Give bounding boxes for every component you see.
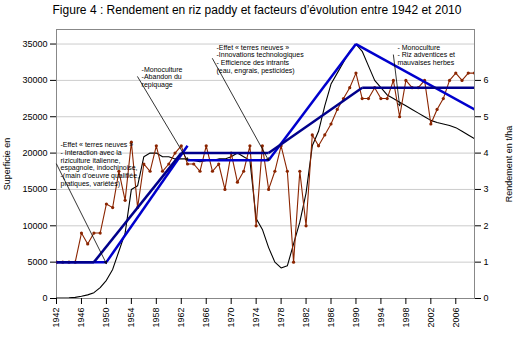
svg-text:Superficie en: Superficie en [2,138,12,191]
svg-text:1970: 1970 [226,308,236,328]
svg-text:1994: 1994 [376,308,386,328]
svg-text:6: 6 [484,75,489,85]
svg-text:-Effet « terres neuves »- Inte: -Effet « terres neuves »- Interaction av… [61,141,140,188]
svg-text:- Monoculture- Riz adventices: - Monoculture- Riz adventices etmauvaise… [397,44,455,66]
svg-text:1982: 1982 [301,308,311,328]
svg-text:4: 4 [484,148,489,158]
svg-text:1962: 1962 [176,308,186,328]
svg-text:5000: 5000 [27,257,47,267]
svg-text:Rendement en t/ha: Rendement en t/ha [504,126,514,203]
svg-text:15000: 15000 [22,184,47,194]
svg-text:1946: 1946 [76,308,86,328]
html-text:Figure 4 : Rendement en riz pa: Figure 4 : Rendement en riz paddy et fac… [52,3,462,17]
svg-text:5: 5 [484,112,489,122]
svg-text:2: 2 [484,221,489,231]
svg-text:1990: 1990 [351,308,361,328]
svg-text:35000: 35000 [22,39,47,49]
svg-text:-Monoculture-Abandon durepiqua: -Monoculture-Abandon durepiquage [142,66,183,89]
svg-text:25000: 25000 [22,112,47,122]
svg-text:0: 0 [42,293,47,303]
svg-text:1986: 1986 [326,308,336,328]
svg-text:30000: 30000 [22,75,47,85]
svg-text:2002: 2002 [426,308,436,328]
svg-text:1978: 1978 [276,308,286,328]
svg-text:-Effet « terres neuves »-Innov: -Effet « terres neuves »-Innovations tec… [216,43,304,74]
svg-text:0: 0 [484,293,489,303]
svg-text:1958: 1958 [151,308,161,328]
svg-text:2006: 2006 [451,308,461,328]
svg-text:3: 3 [484,184,489,194]
svg-text:1: 1 [484,257,489,267]
svg-text:1950: 1950 [101,308,111,328]
svg-text:1998: 1998 [401,308,411,328]
svg-text:1966: 1966 [201,308,211,328]
svg-text:20000: 20000 [22,148,47,158]
svg-text:1974: 1974 [251,308,261,328]
svg-text:1954: 1954 [126,308,136,328]
svg-text:10000: 10000 [22,221,47,231]
svg-text:1942: 1942 [51,308,61,328]
